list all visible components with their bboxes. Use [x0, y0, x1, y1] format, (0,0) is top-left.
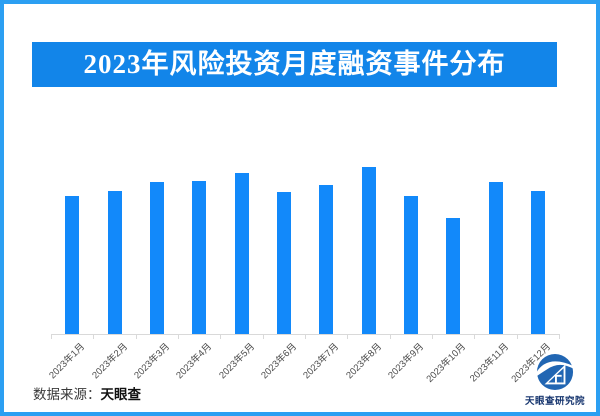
bar-2023年12月: [530, 191, 545, 334]
x-axis-tick: [178, 334, 179, 339]
x-axis-tick: [51, 334, 52, 339]
x-axis-tick: [389, 334, 391, 339]
bar-2023年6月: [276, 192, 291, 334]
bar-2023年9月: [403, 196, 418, 334]
data-source-note: 数据来源：天眼查: [33, 383, 141, 403]
bar-2023年1月: [65, 196, 80, 334]
x-axis-tick: [262, 334, 264, 339]
bar-2023年11月: [488, 182, 503, 334]
data-source-label: 数据来源：: [33, 387, 101, 402]
bar-2023年7月: [319, 185, 334, 334]
tianyancha-logo: 天眼查研究院: [513, 353, 597, 407]
x-axis-tick: [432, 334, 433, 339]
page-title: 2023年风险投资月度融资事件分布: [83, 49, 506, 79]
bar-2023年2月: [107, 191, 122, 334]
data-source-value: 天眼查: [100, 387, 142, 402]
title-banner: 2023年风险投资月度融资事件分布: [32, 42, 557, 87]
bar-chart: 2023年1月 2023年2月 2023年3月 2023年4月 2023年5月 2023年…: [47, 160, 560, 385]
tianyancha-logo-text: 天眼查研究院: [524, 396, 585, 407]
bar-2023年10月: [446, 218, 461, 334]
x-axis-tick: [93, 334, 95, 339]
bar-2023年3月: [149, 182, 164, 334]
x-axis-tick: [516, 334, 518, 339]
x-axis-tick: [347, 334, 349, 339]
x-axis-tick: [135, 334, 137, 339]
x-axis-tick: [474, 334, 476, 339]
x-axis-tick: [220, 334, 222, 339]
bar-2023年5月: [234, 173, 249, 334]
x-axis-tick: [305, 334, 306, 339]
tianyancha-eye-logo-icon: [536, 353, 574, 391]
x-axis-tick: [559, 334, 560, 339]
bar-2023年8月: [361, 167, 376, 334]
bar-2023年4月: [192, 181, 207, 334]
